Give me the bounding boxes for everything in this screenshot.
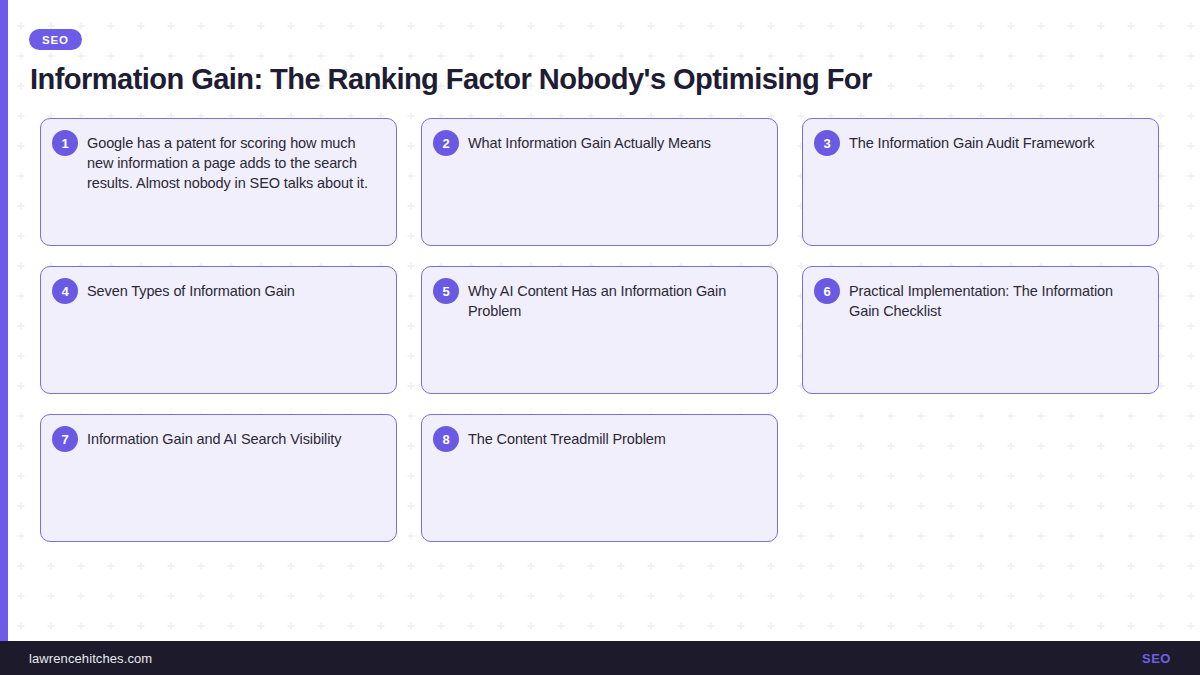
footer-site-url: lawrencehitches.com [29,651,152,666]
toc-card: 7 Information Gain and AI Search Visibili… [40,414,397,542]
toc-card: 6 Practical Implementation: The Informati… [802,266,1159,394]
card-text: Google has a patent for scoring how much… [87,133,380,193]
toc-card: 3 The Information Gain Audit Framework [802,118,1159,246]
card-text: Information Gain and AI Search Visibilit… [87,429,380,449]
toc-card: 8 The Content Treadmill Problem [421,414,778,542]
card-number-badge: 6 [814,278,840,304]
card-text: Practical Implementation: The Informatio… [849,281,1142,321]
toc-cards-grid: 1 Google has a patent for scoring how muc… [40,118,1160,542]
footer-bar: lawrencehitches.com SEO [0,641,1200,675]
page-title: Information Gain: The Ranking Factor Nob… [30,62,1136,96]
card-number-badge: 4 [52,278,78,304]
card-number-badge: 1 [52,130,78,156]
toc-card: 2 What Information Gain Actually Means [421,118,778,246]
footer-seo-tag: SEO [1142,651,1171,666]
card-number-badge: 7 [52,426,78,452]
card-text: The Information Gain Audit Framework [849,133,1142,153]
seo-badge: SEO [29,29,82,50]
left-accent-bar [0,0,8,641]
card-text: Why AI Content Has an Information Gain P… [468,281,761,321]
card-number-badge: 3 [814,130,840,156]
card-number-badge: 5 [433,278,459,304]
toc-card: 4 Seven Types of Information Gain [40,266,397,394]
slide-content: SEO Information Gain: The Ranking Factor… [0,0,1200,675]
card-number-badge: 2 [433,130,459,156]
card-text: Seven Types of Information Gain [87,281,380,301]
toc-card: 5 Why AI Content Has an Information Gain … [421,266,778,394]
card-text: What Information Gain Actually Means [468,133,761,153]
toc-card: 1 Google has a patent for scoring how muc… [40,118,397,246]
card-number-badge: 8 [433,426,459,452]
card-text: The Content Treadmill Problem [468,429,761,449]
